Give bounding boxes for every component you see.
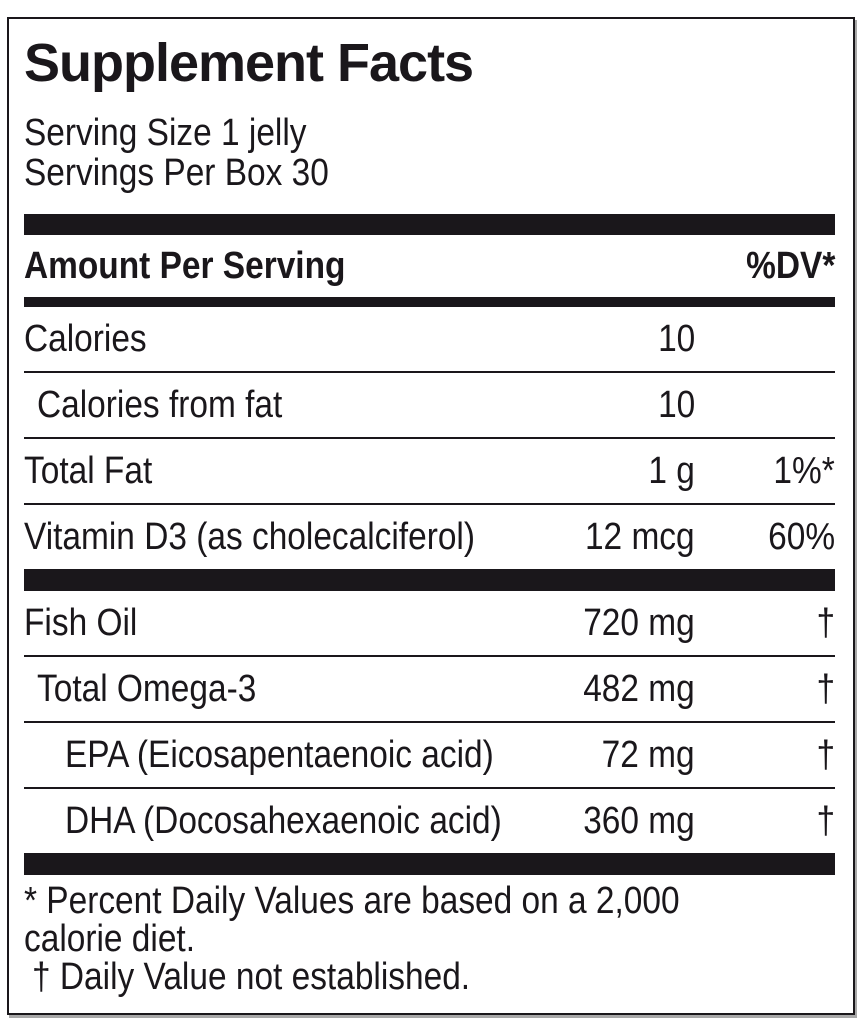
- percent-dv-header: %DV*: [745, 244, 835, 287]
- nutrient-dv: †: [816, 601, 835, 644]
- nutrient-amount: 12 mcg: [585, 515, 695, 558]
- nutrient-name: Calories: [24, 317, 147, 360]
- nutrient-dv: †: [816, 667, 835, 710]
- table-row: Total Fat 1 g 1%*: [24, 437, 835, 503]
- nutrient-name: DHA (Docosahexaenoic acid): [65, 799, 502, 842]
- table-row: Total Omega-3 482 mg †: [24, 655, 835, 721]
- amount-per-serving-header: Amount Per Serving: [24, 244, 346, 287]
- nutrient-name: Vitamin D3 (as cholecalciferol): [24, 515, 475, 558]
- nutrient-dv: †: [816, 799, 835, 842]
- nutrition-section-2: Fish Oil 720 mg † Total Omega-3 482 mg †…: [24, 591, 835, 853]
- nutrient-dv: 1%*: [773, 449, 835, 492]
- footnote-dv-line-1: * Percent Daily Values are based on a 2,…: [24, 880, 680, 922]
- nutrient-amount: 482 mg: [583, 667, 695, 710]
- nutrient-name: Fish Oil: [24, 601, 138, 644]
- serving-size-line: Serving Size 1 jelly: [24, 112, 307, 154]
- table-row: Fish Oil 720 mg †: [24, 591, 835, 655]
- nutrient-amount: 720 mg: [583, 601, 695, 644]
- nutrient-amount: 72 mg: [602, 733, 695, 776]
- section-divider-bar: [24, 853, 835, 875]
- nutrition-section-1: Calories 10 Calories from fat 10 Total F…: [24, 307, 835, 569]
- serving-info: Serving Size 1 jelly Servings Per Box 30: [24, 113, 835, 193]
- nutrient-dv: [695, 384, 835, 427]
- nutrient-name: Calories from fat: [37, 383, 283, 426]
- nutrient-amount: 10: [657, 317, 695, 360]
- nutrient-dv: †: [816, 733, 835, 776]
- nutrient-dv: 60%: [768, 515, 835, 558]
- table-row: Calories from fat 10: [24, 371, 835, 437]
- nutrient-dv: [695, 318, 835, 361]
- nutrient-amount: 10: [657, 383, 695, 426]
- section-divider-bar: [24, 569, 835, 591]
- nutrient-name: Total Omega-3: [37, 667, 257, 710]
- section-divider-bar: [24, 214, 835, 235]
- table-row: EPA (Eicosapentaenoic acid) 72 mg †: [24, 721, 835, 787]
- servings-per-box-line: Servings Per Box 30: [24, 152, 329, 194]
- nutrient-name: Total Fat: [24, 449, 153, 492]
- nutrient-name: EPA (Eicosapentaenoic acid): [65, 733, 494, 776]
- footnotes: * Percent Daily Values are based on a 2,…: [24, 882, 835, 996]
- nutrient-amount: 360 mg: [583, 799, 695, 842]
- panel-title: Supplement Facts: [24, 33, 474, 93]
- supplement-facts-panel: Supplement Facts Serving Size 1 jelly Se…: [7, 17, 855, 1015]
- nutrient-amount: 1 g: [648, 449, 695, 492]
- footnote-dagger-line: † Daily Value not established.: [32, 956, 471, 998]
- table-row: Vitamin D3 (as cholecalciferol) 12 mcg 6…: [24, 503, 835, 569]
- header-underline-bar: [24, 297, 835, 307]
- footnote-dv-line-2: calorie diet.: [24, 918, 196, 960]
- table-row: Calories 10: [24, 307, 835, 371]
- table-row: DHA (Docosahexaenoic acid) 360 mg †: [24, 787, 835, 853]
- table-header-row: Amount Per Serving %DV*: [24, 235, 835, 297]
